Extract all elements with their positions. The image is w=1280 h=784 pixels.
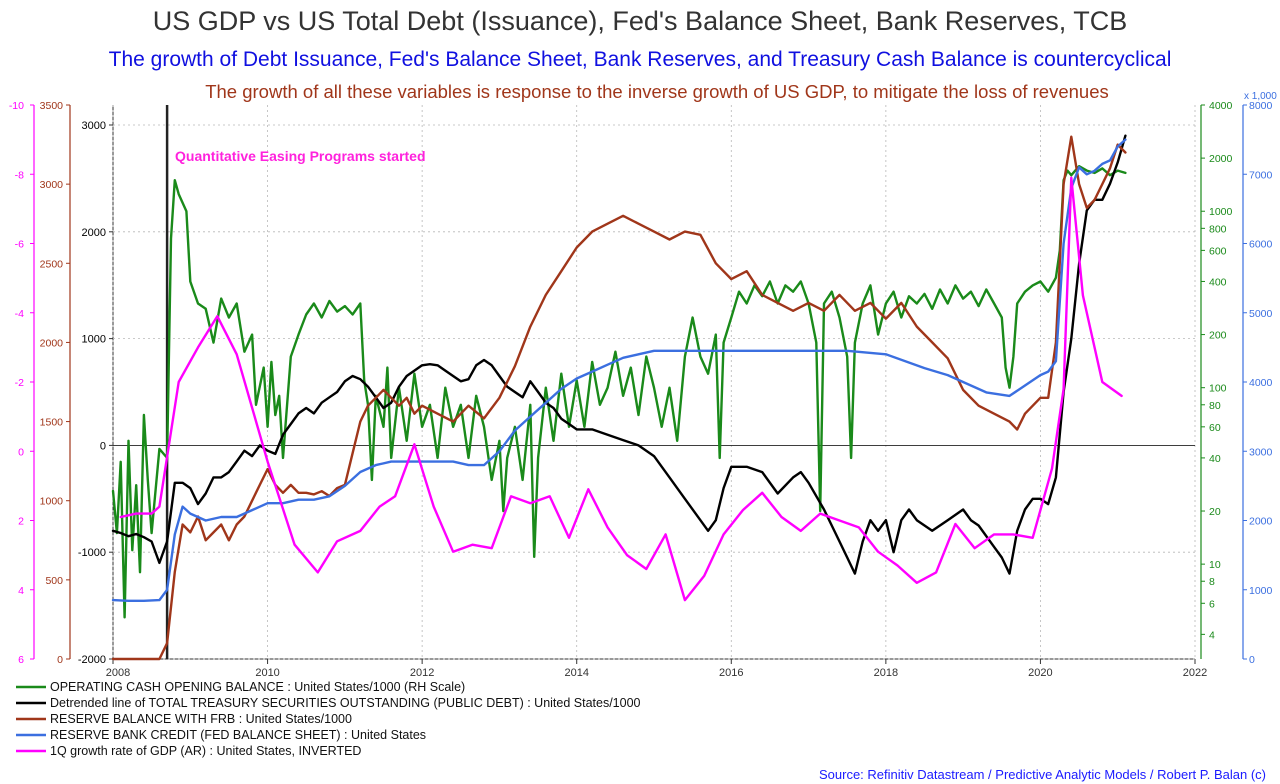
tcb-tick-label: 400: [1209, 276, 1227, 288]
tcb-tick-label: 20: [1209, 506, 1221, 518]
legend-label: Detrended line of TOTAL TREASURY SECURIT…: [50, 696, 641, 710]
fed-tick-label: 2000: [1249, 516, 1273, 528]
reserves-tick-label: 3500: [40, 100, 64, 112]
tcb-tick-label: 600: [1209, 245, 1227, 257]
debt-tick-label: 1000: [82, 334, 106, 346]
tcb-tick-label: 800: [1209, 223, 1227, 235]
x-tick-label: 2022: [1183, 667, 1207, 679]
gdp-tick-label: 4: [18, 585, 24, 597]
plot-area: [111, 105, 1127, 661]
gdp-tick-label: 6: [18, 654, 24, 666]
tcb-tick-label: 1000: [1209, 206, 1233, 218]
reserves-tick-label: 1500: [40, 417, 64, 429]
debt-tick-label: 3000: [82, 120, 106, 132]
reserves-tick-label: 0: [57, 654, 63, 666]
tcb-tick-label: 2000: [1209, 153, 1233, 165]
tcb-tick-label: 100: [1209, 383, 1227, 395]
tcb-series-line: [111, 165, 1127, 619]
x-tick-label: 2014: [564, 667, 588, 679]
axes: 2008 2010 2012 2014 2016 2018 2020 202230002000…: [9, 91, 1277, 679]
x-tick-label: 2012: [410, 667, 434, 679]
fed-tick-label: 1000: [1249, 585, 1273, 597]
x-tick-label: 2020: [1028, 667, 1052, 679]
qe-annotation: Quantitative Easing Programs started: [175, 148, 426, 164]
debt-tick-label: -1000: [78, 547, 106, 559]
x-tick-label: 2016: [719, 667, 743, 679]
legend-label: 1Q growth rate of GDP (AR) : United Stat…: [50, 744, 361, 758]
fed-tick-label: 5000: [1249, 308, 1273, 320]
tcb-tick-label: 4000: [1209, 100, 1233, 112]
gdp-tick-label: 0: [18, 446, 24, 458]
reserves-tick-label: 2500: [40, 258, 64, 270]
gdp-tick-label: -4: [15, 308, 24, 320]
debt-series-line: [111, 134, 1127, 575]
gdp-tick-label: -8: [15, 169, 24, 181]
legend-label: OPERATING CASH OPENING BALANCE : United …: [50, 680, 465, 694]
fed-tick-label: 8000: [1249, 100, 1273, 112]
x-tick-label: 2010: [255, 667, 279, 679]
tcb-tick-label: 60: [1209, 422, 1221, 434]
reserves-tick-label: 500: [45, 575, 63, 587]
gdp-tick-label: -10: [9, 100, 24, 112]
fed-tick-label: 0: [1249, 654, 1255, 666]
gdp-tick-label: 2: [18, 516, 24, 528]
tcb-tick-label: 40: [1209, 453, 1221, 465]
x-tick-label: 2008: [106, 667, 130, 679]
tcb-tick-label: 10: [1209, 559, 1221, 571]
fed-unit-label: x 1,000: [1244, 91, 1277, 102]
fed-tick-label: 7000: [1249, 169, 1273, 181]
reserves-tick-label: 2000: [40, 337, 64, 349]
reserves-series-line: [111, 135, 1127, 661]
tcb-tick-label: 200: [1209, 330, 1227, 342]
debt-tick-label: 0: [100, 440, 106, 452]
gdp-tick-label: -2: [15, 377, 24, 389]
fed-tick-label: 6000: [1249, 239, 1273, 251]
legend: OPERATING CASH OPENING BALANCE : United …: [16, 680, 641, 758]
x-tick-label: 2018: [874, 667, 898, 679]
tcb-tick-label: 4: [1209, 629, 1215, 641]
tcb-tick-label: 6: [1209, 598, 1215, 610]
gdp-tick-label: -6: [15, 239, 24, 251]
reserves-tick-label: 1000: [40, 496, 64, 508]
reserves-tick-label: 3000: [40, 179, 64, 191]
legend-label: RESERVE BALANCE WITH FRB : United States…: [50, 712, 352, 726]
fed-series-line: [111, 138, 1127, 602]
tcb-tick-label: 8: [1209, 576, 1215, 588]
fed-tick-label: 3000: [1249, 446, 1273, 458]
tcb-tick-label: 80: [1209, 400, 1221, 412]
chart-title: US GDP vs US Total Debt (Issuance), Fed'…: [153, 6, 1128, 36]
fed-tick-label: 4000: [1249, 377, 1273, 389]
debt-tick-label: -2000: [78, 654, 106, 666]
gdp-series-line: [119, 176, 1123, 602]
source-note: Source: Refinitiv Datastream / Predictiv…: [818, 767, 1266, 782]
debt-tick-label: 2000: [82, 227, 106, 239]
chart-subtitle: The growth of Debt Issuance, Fed's Balan…: [109, 48, 1172, 71]
chart-subtitle-2: The growth of all these variables is res…: [205, 81, 1109, 102]
legend-label: RESERVE BANK CREDIT (FED BALANCE SHEET) …: [50, 728, 426, 742]
